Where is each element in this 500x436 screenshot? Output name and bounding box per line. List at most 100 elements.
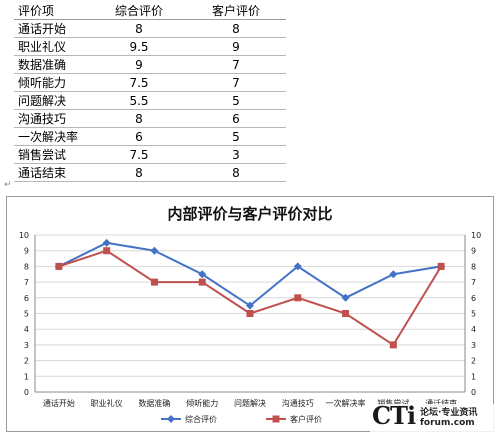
row-item: 职业礼仪 (14, 37, 92, 56)
table-row: 通话开始 8 8 (14, 19, 286, 38)
x-tick-label: 通话结束 (425, 398, 457, 408)
data-point-square (294, 294, 302, 302)
data-point-square (198, 278, 206, 286)
row-customer-score: 5 (186, 91, 286, 110)
legend-marker-square (272, 415, 280, 423)
y2-tick-label: 10 (471, 231, 481, 240)
table-row: 问题解决 5.5 5 (14, 91, 286, 110)
row-item: 沟通技巧 (14, 109, 92, 128)
x-tick-label: 通话开始 (43, 398, 75, 408)
watermark-logo: CTi 论坛·专业资讯 forum.com (370, 401, 496, 432)
row-internal-score: 7.5 (92, 73, 186, 92)
y-tick-label: 2 (24, 357, 29, 366)
legend-marker-diamond (167, 415, 175, 423)
row-customer-score: 9 (186, 37, 286, 56)
y2-tick-label: 7 (471, 278, 476, 287)
table-row: 销售尝试 7.5 3 (14, 145, 286, 164)
y2-tick-label: 4 (471, 325, 476, 334)
x-tick-label: 倾听能力 (186, 398, 218, 408)
x-tick-label: 职业礼仪 (91, 398, 123, 408)
data-point-diamond (102, 238, 111, 247)
y-tick-label: 8 (24, 262, 29, 271)
x-tick-label: 一次解决率 (326, 398, 366, 408)
y2-tick-label: 8 (471, 262, 476, 271)
y2-tick-label: 5 (471, 310, 476, 319)
row-customer-score: 7 (186, 73, 286, 92)
row-customer-score: 5 (186, 127, 286, 146)
row-internal-score: 7.5 (92, 145, 186, 164)
y-tick-label: 3 (24, 341, 29, 350)
row-internal-score: 8 (92, 19, 186, 38)
data-point-square (437, 262, 445, 270)
table-row: 数据准确 9 7 (14, 55, 286, 74)
row-customer-score: 8 (186, 19, 286, 38)
y-tick-label: 7 (24, 278, 29, 287)
row-internal-score: 9 (92, 55, 186, 74)
row-item: 数据准确 (14, 55, 92, 74)
y2-tick-label: 9 (471, 247, 476, 256)
chart-title: 内部评价与客户评价对比 (167, 205, 332, 223)
row-item: 问题解决 (14, 91, 92, 110)
table-row: 通话结束 8 8 (14, 163, 286, 182)
data-point-diamond (341, 293, 350, 302)
table-row: 沟通技巧 8 6 (14, 109, 286, 128)
y-tick-label: 4 (24, 325, 29, 334)
header-cell-customer: 客户评价 (186, 2, 286, 20)
x-tick-label: 沟通技巧 (282, 398, 314, 408)
y-tick-label: 0 (24, 388, 29, 397)
header-cell-internal: 综合评价 (92, 2, 186, 20)
data-point-square (103, 247, 111, 255)
y-tick-label: 5 (24, 310, 29, 319)
data-point-square (389, 341, 397, 349)
series-line-1 (58, 241, 442, 307)
data-point-square (150, 278, 158, 286)
data-point-diamond (246, 301, 254, 310)
y2-tick-label: 3 (471, 341, 476, 350)
row-internal-score: 6 (92, 127, 186, 146)
table-row: 倾听能力 7.5 7 (14, 73, 286, 92)
row-item: 通话结束 (14, 163, 92, 182)
legend-label: 综合评价 (185, 414, 217, 424)
y-tick-label: 6 (24, 294, 29, 303)
row-internal-score: 8 (92, 109, 186, 128)
header-cell-item: 评价项 (14, 2, 92, 20)
row-item: 通话开始 (14, 19, 92, 38)
data-point-square (55, 262, 63, 270)
y2-tick-label: 6 (471, 294, 476, 303)
row-customer-score: 8 (186, 163, 286, 182)
x-tick-label: 数据准确 (138, 398, 170, 408)
row-customer-score: 3 (186, 145, 286, 164)
data-point-diamond (293, 262, 302, 271)
y2-tick-label: 1 (471, 372, 476, 381)
data-point-diamond (198, 270, 207, 279)
watermark-logo-text: CTi (372, 401, 416, 430)
watermark-line2: forum.com (420, 418, 475, 428)
x-tick-label: 问题解决 (234, 398, 266, 408)
y2-tick-label: 0 (471, 388, 476, 397)
y-tick-label: 10 (19, 231, 29, 240)
data-table: 评价项 综合评价 客户评价 通话开始 8 8 职业礼仪 9.5 9 数据准确 9 7 倾听能力 7.… (14, 2, 286, 182)
table-body: 通话开始 8 8 职业礼仪 9.5 9 数据准确 9 7 倾听能力 7.5 7 问题解决 5.5 5 沟通技巧… (14, 19, 286, 182)
y-tick-label: 1 (24, 372, 29, 381)
table-header-row: 评价项 综合评价 客户评价 (14, 2, 286, 20)
x-tick-label: 销售尝试 (377, 398, 409, 408)
paragraph-mark: ↵ (4, 180, 12, 190)
table-row: 职业礼仪 9.5 9 (14, 37, 286, 56)
row-customer-score: 7 (186, 55, 286, 74)
row-item: 一次解决率 (14, 127, 92, 146)
row-item: 销售尝试 (14, 145, 92, 164)
watermark-line1: 论坛·专业资讯 (420, 408, 478, 418)
legend-label: 客户评价 (290, 414, 322, 424)
table-row: 一次解决率 6 5 (14, 127, 286, 146)
row-item: 倾听能力 (14, 73, 92, 92)
data-point-square (246, 310, 254, 317)
row-customer-score: 6 (186, 109, 286, 128)
line-chart: 内部评价与客户评价对比 0 0 1 1 2 2 3 3 4 4 5 5 6 6 7 7 8 8 9 9 10 10 通话开始 职… (19, 205, 481, 424)
row-internal-score: 9.5 (92, 37, 186, 56)
data-point-diamond (389, 270, 398, 279)
row-internal-score: 5.5 (92, 91, 186, 110)
y-tick-label: 9 (24, 247, 29, 256)
y2-tick-label: 2 (471, 357, 476, 366)
data-point-diamond (150, 246, 159, 255)
chart-container: 内部评价与客户评价对比 0 0 1 1 2 2 3 3 4 4 5 5 6 6 7 7 8 8 9 9 10 10 通话开始 职… (6, 196, 494, 432)
